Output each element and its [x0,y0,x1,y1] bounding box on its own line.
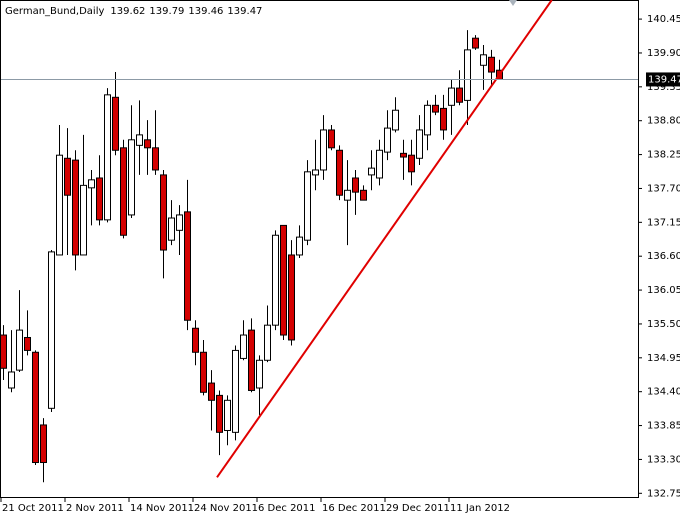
y-tick-label: 135.50 [647,319,680,330]
candle-body [16,329,23,371]
y-tick-label: 133.30 [647,454,680,465]
candle-body [176,214,183,231]
x-tick-label: 6 Dec 2011 [258,503,316,514]
candle-body [448,87,455,106]
candle-body [184,211,191,321]
price-label: 139.47 [648,74,680,85]
candle-body [392,109,399,131]
candle-body [168,217,175,241]
y-tick-label: 139.90 [647,48,680,59]
candle-body [160,174,167,251]
price-label-box [646,72,680,87]
candle-body [0,334,7,369]
candle-body [328,129,335,149]
x-tick-label: 21 Oct 2011 [2,503,64,514]
candle-body [96,177,103,221]
candle-body [352,177,359,193]
candle-body [464,49,471,101]
candle-body [488,56,495,73]
candle-body [48,251,55,409]
y-tick-label: 137.15 [647,217,680,228]
candle-body [424,104,431,136]
y-tick-label: 138.25 [647,150,680,161]
candle-body [112,96,119,151]
candle-body [192,327,199,353]
candle-body [40,424,47,464]
y-tick-label: 132.75 [647,488,680,499]
candle-body [56,154,63,256]
x-tick-label: 2 Nov 2011 [66,503,124,514]
candle-body [472,37,479,49]
candle-body [208,382,215,401]
candle-body [216,394,223,433]
candle-body [224,399,231,431]
header-low: 139.46 [188,6,223,17]
y-tick-label: 134.95 [647,353,680,364]
candle-body [72,159,79,256]
candle-body [312,169,319,176]
y-tick-label: 136.05 [647,285,680,296]
candle-body [256,359,263,389]
candle-body [200,351,207,393]
candle-body [232,349,239,433]
candle-body [248,329,255,391]
candle-body [240,334,247,359]
chart-header: German_Bund,Daily 139.62 139.79 139.46 139.4… [5,6,262,17]
candle-body [264,324,271,361]
candle-body [320,129,327,171]
x-tick-label: 11 Jan 2012 [450,503,510,514]
candle-body [152,147,159,171]
candle-body [376,149,383,179]
candle-body [128,139,135,216]
candle-body [336,149,343,196]
shift-marker [509,0,517,6]
y-tick-label: 134.40 [647,387,680,398]
candle-body [272,234,279,326]
candle-body [120,147,127,236]
x-tick-label: 16 Dec 2011 [322,503,386,514]
candle-body [64,157,71,196]
candle-body [456,87,463,103]
candle-body [384,127,391,153]
candle-body [24,336,31,351]
candle-body [32,351,39,464]
candle-body [304,171,311,241]
x-tick-label: 29 Dec 2011 [386,503,450,514]
header-high: 139.79 [149,6,184,17]
candle-body [288,254,295,341]
candle-body [408,154,415,173]
header-close: 139.47 [227,6,262,17]
candle-body [280,224,287,336]
y-tick-label: 138.80 [647,116,680,127]
y-tick-label: 136.60 [647,251,680,262]
symbol-title: German_Bund,Daily [5,6,104,17]
candle-body [440,107,447,131]
y-tick-label: 139.35 [647,82,680,93]
x-tick-label: 14 Nov 2011 [130,503,194,514]
header-open: 139.62 [110,6,145,17]
candle-body [416,129,423,159]
candle-body [88,179,95,189]
candle-body [144,139,151,149]
candle-body [400,152,407,158]
candle-body [480,54,487,66]
candle-body [136,134,143,146]
plot-frame [0,0,639,498]
x-tick-label: 24 Nov 2011 [194,503,258,514]
candle-body [432,104,439,113]
candle-body [296,236,303,256]
candle-body [8,371,15,389]
y-tick-label: 140.45 [647,14,680,25]
y-tick-label: 133.85 [647,421,680,432]
candle-body [360,189,367,201]
candle-body [368,167,375,176]
candle-body [80,184,87,256]
y-tick-label: 137.70 [647,183,680,194]
candle-body [104,94,111,221]
candle-body [344,189,351,201]
